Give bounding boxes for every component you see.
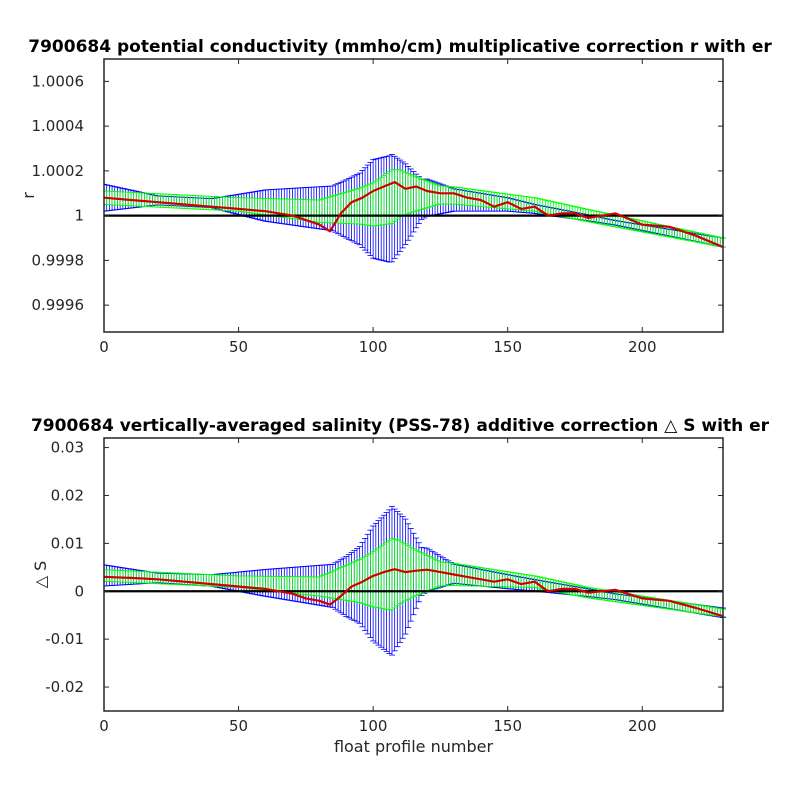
y-tick-label: 1 — [74, 207, 84, 225]
y-tick-label: 1.0002 — [32, 162, 85, 180]
axes-frame — [103, 58, 724, 333]
plot-area — [104, 506, 726, 656]
chart-title: 7900684 potential conductivity (mmho/cm)… — [28, 37, 772, 57]
correction-line — [104, 181, 724, 249]
y-tick-label: 0.03 — [51, 439, 84, 457]
x-tick-label: 150 — [493, 717, 522, 735]
conductivity-correction-panel: 7900684 potential conductivity (mmho/cm)… — [19, 37, 772, 356]
x-axis-label: float profile number — [334, 737, 494, 756]
axes-frame — [103, 437, 724, 712]
x-tick-label: 200 — [628, 338, 657, 356]
x-tick-label: 200 — [628, 717, 657, 735]
y-tick-label: 1.0006 — [32, 72, 85, 90]
y-tick-label: 0.9996 — [32, 296, 85, 314]
x-tick-label: 150 — [493, 338, 522, 356]
y-tick-label: 0.02 — [51, 486, 84, 504]
y-tick-label: 1.0004 — [32, 117, 85, 135]
narrow-error-bars — [104, 169, 726, 248]
x-tick-label: 0 — [99, 338, 109, 356]
salinity-correction-panel: 7900684 vertically-averaged salinity (PS… — [31, 416, 770, 756]
x-tick-label: 100 — [359, 338, 388, 356]
y-tick-label: -0.01 — [45, 630, 84, 648]
chart-title: 7900684 vertically-averaged salinity (PS… — [31, 416, 770, 436]
y-tick-label: 0.01 — [51, 534, 84, 552]
y-tick-label: 0 — [74, 582, 84, 600]
x-tick-label: 50 — [229, 717, 248, 735]
x-tick-label: 0 — [99, 717, 109, 735]
y-tick-label: -0.02 — [45, 678, 84, 696]
correction-line — [104, 568, 724, 618]
y-axis-label: r — [19, 192, 38, 199]
x-tick-label: 100 — [359, 717, 388, 735]
x-tick-label: 50 — [229, 338, 248, 356]
plot-area — [104, 154, 726, 263]
y-axis-label: △ S — [31, 561, 50, 589]
y-tick-label: 0.9998 — [32, 251, 85, 269]
